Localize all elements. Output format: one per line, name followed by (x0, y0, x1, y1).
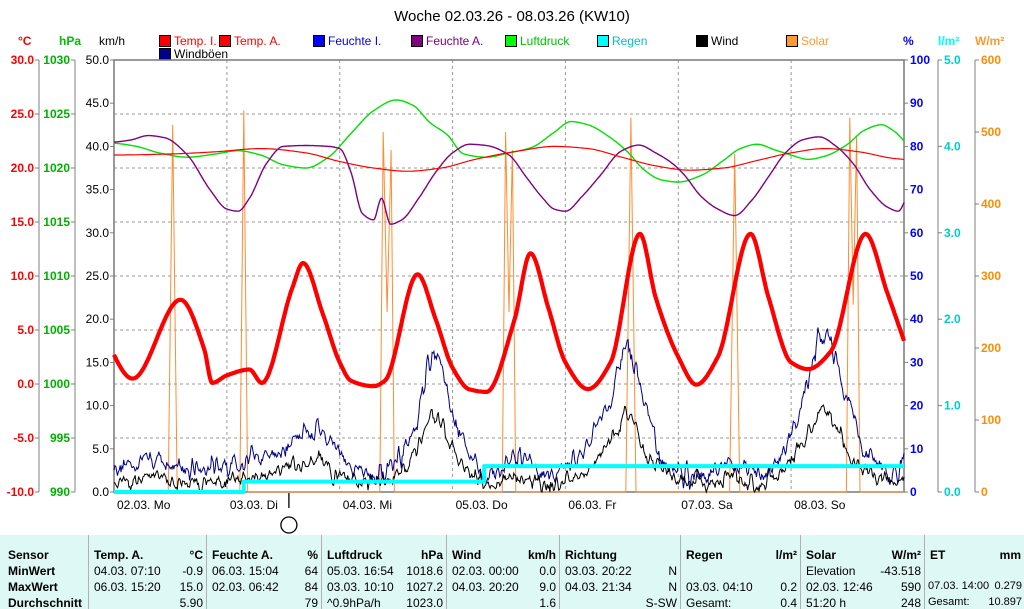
svg-text:05.03. Do: 05.03. Do (456, 498, 508, 512)
svg-text:1030: 1030 (43, 53, 70, 67)
svg-text:04.03. Mi: 04.03. Mi (343, 498, 392, 512)
svg-text:45.0: 45.0 (86, 96, 110, 110)
svg-text:03.03. Di: 03.03. Di (230, 498, 278, 512)
svg-text:300: 300 (981, 269, 1001, 283)
svg-text:1000: 1000 (43, 377, 70, 391)
svg-text:100: 100 (981, 413, 1001, 427)
svg-text:08.03. So: 08.03. So (794, 498, 846, 512)
svg-text:35.0: 35.0 (86, 183, 110, 197)
svg-text:40.0: 40.0 (86, 139, 110, 153)
svg-text:-10.0: -10.0 (7, 485, 35, 499)
svg-text:10: 10 (910, 442, 924, 456)
svg-text:2.0: 2.0 (944, 312, 961, 326)
svg-text:400: 400 (981, 197, 1001, 211)
svg-text:20.0: 20.0 (11, 161, 35, 175)
svg-text:25.0: 25.0 (11, 107, 35, 121)
svg-text:20: 20 (910, 399, 924, 413)
svg-text:-5.0: -5.0 (13, 431, 34, 445)
svg-text:10.0: 10.0 (86, 399, 110, 413)
svg-text:15.0: 15.0 (11, 215, 35, 229)
svg-text:4.0: 4.0 (944, 139, 961, 153)
svg-text:1005: 1005 (43, 323, 70, 337)
svg-text:40: 40 (910, 312, 924, 326)
svg-text:90: 90 (910, 96, 924, 110)
svg-text:25.0: 25.0 (86, 269, 110, 283)
svg-text:50.0: 50.0 (86, 53, 110, 67)
svg-text:0: 0 (981, 485, 988, 499)
svg-text:80: 80 (910, 139, 924, 153)
svg-text:1020: 1020 (43, 161, 70, 175)
svg-text:5.0: 5.0 (92, 442, 109, 456)
svg-text:50: 50 (910, 269, 924, 283)
svg-text:07.03. Sa: 07.03. Sa (681, 498, 733, 512)
svg-text:0.0: 0.0 (17, 377, 34, 391)
svg-text:60: 60 (910, 226, 924, 240)
svg-text:500: 500 (981, 125, 1001, 139)
svg-text:20.0: 20.0 (86, 312, 110, 326)
svg-text:30: 30 (910, 355, 924, 369)
svg-text:0.0: 0.0 (944, 485, 961, 499)
svg-text:15.0: 15.0 (86, 355, 110, 369)
svg-text:10.0: 10.0 (11, 269, 35, 283)
svg-text:5.0: 5.0 (17, 323, 34, 337)
svg-text:30.0: 30.0 (11, 53, 35, 67)
svg-text:1025: 1025 (43, 107, 70, 121)
svg-text:02.03. Mo: 02.03. Mo (117, 498, 171, 512)
svg-text:30.0: 30.0 (86, 226, 110, 240)
svg-text:06.03. Fr: 06.03. Fr (568, 498, 616, 512)
svg-text:1.0: 1.0 (944, 399, 961, 413)
svg-text:5.0: 5.0 (944, 53, 961, 67)
svg-text:990: 990 (50, 485, 70, 499)
svg-text:70: 70 (910, 183, 924, 197)
svg-text:1015: 1015 (43, 215, 70, 229)
svg-text:3.0: 3.0 (944, 226, 961, 240)
svg-text:600: 600 (981, 53, 1001, 67)
svg-text:200: 200 (981, 341, 1001, 355)
svg-text:0.0: 0.0 (92, 485, 109, 499)
svg-text:0: 0 (910, 485, 917, 499)
svg-text:100: 100 (910, 53, 930, 67)
svg-text:1010: 1010 (43, 269, 70, 283)
svg-text:995: 995 (50, 431, 70, 445)
